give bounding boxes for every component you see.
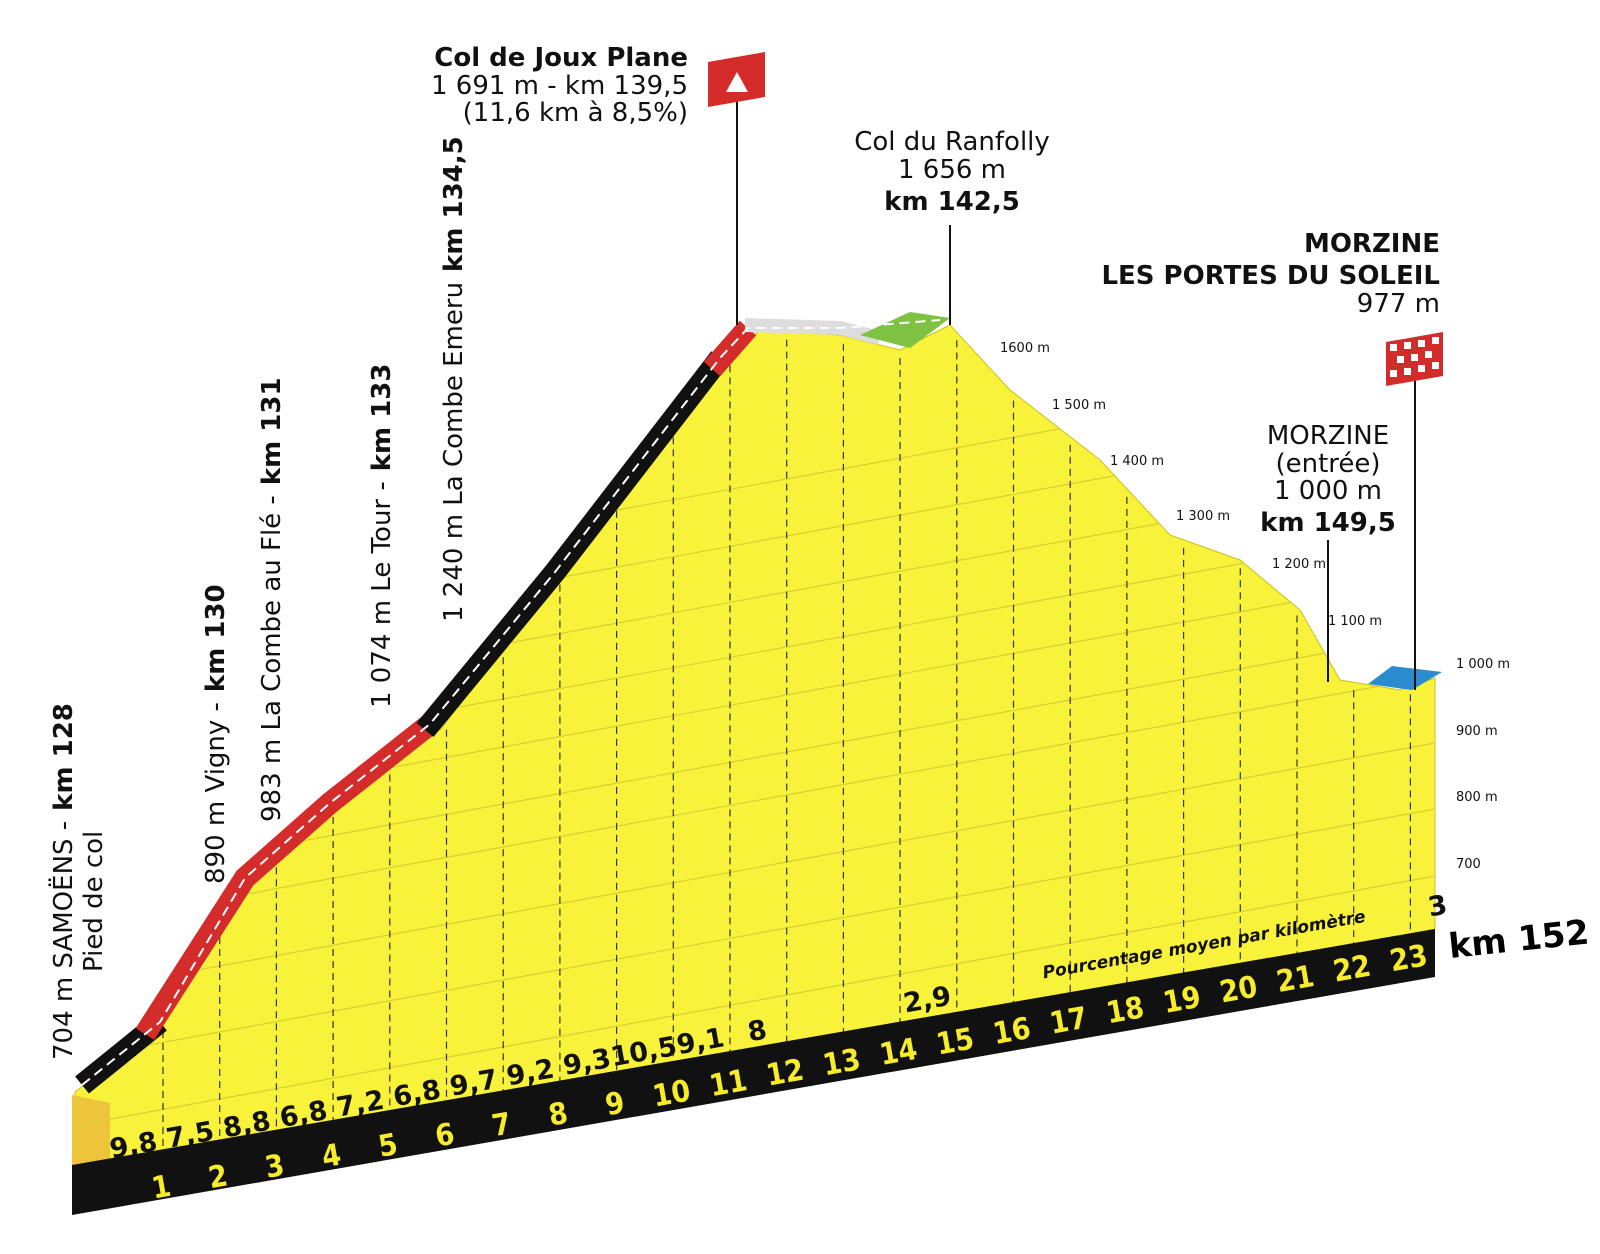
waypoint-km: km 133 xyxy=(367,364,397,472)
gradient-label: 8 xyxy=(745,1014,769,1048)
ranfolly-km: km 142,5 xyxy=(884,187,1020,217)
km-marker: 16 xyxy=(990,1011,1033,1052)
altitude-label: 1 000 m xyxy=(1456,657,1510,672)
waypoint-label: 890 m Vigny - km 130 xyxy=(201,584,231,884)
km-marker: 23 xyxy=(1387,938,1430,979)
waypoint-label: 983 m La Combe au Flé - km 131 xyxy=(257,377,287,822)
km-marker: 15 xyxy=(934,1021,977,1062)
waypoint-name: 890 m Vigny - xyxy=(201,702,231,884)
altitude-label: 1 100 m xyxy=(1328,614,1382,629)
finish-flag xyxy=(1386,332,1443,386)
waypoint-name: 1 074 m Le Tour - xyxy=(367,481,397,708)
waypoint-km: km 130 xyxy=(201,584,231,692)
km-marker: 14 xyxy=(877,1032,920,1073)
road-green xyxy=(860,312,950,348)
km-marker: 12 xyxy=(764,1053,807,1094)
waypoint-km: km 134,5 xyxy=(439,136,469,272)
entry-name: MORZINE xyxy=(1267,421,1389,451)
waypoint-name: 704 m SAMOËNS - xyxy=(47,821,79,1060)
altitude-label: 1 200 m xyxy=(1272,557,1326,572)
ranfolly-name: Col du Ranfolly xyxy=(854,127,1050,157)
entry-altitude: 1 000 m xyxy=(1274,476,1382,506)
km-marker: 21 xyxy=(1274,959,1317,1000)
altitude-grid-line xyxy=(75,742,1435,994)
waypoint-label: 1 074 m Le Tour - km 133 xyxy=(367,364,397,708)
km-marker: 17 xyxy=(1047,1001,1090,1042)
gradient-label: 3 xyxy=(1426,890,1450,924)
base-band xyxy=(72,929,1435,1215)
road-red xyxy=(703,320,757,377)
entry-km: km 149,5 xyxy=(1260,508,1396,538)
km-marker: 22 xyxy=(1331,949,1374,990)
km-marker: 18 xyxy=(1104,990,1147,1031)
km-marker: 13 xyxy=(820,1042,863,1083)
road-blue xyxy=(1368,666,1442,690)
km-marker: 20 xyxy=(1217,969,1260,1010)
mountain-icon xyxy=(726,72,748,92)
summit-detail: 1 691 m - km 139,5 xyxy=(431,71,688,101)
summit-climb: (11,6 km à 8,5%) xyxy=(463,98,688,128)
km-marker: 11 xyxy=(707,1063,750,1104)
altitude-label: 1 400 m xyxy=(1110,454,1164,469)
waypoint-km: km 131 xyxy=(257,377,287,485)
waypoint-name: 983 m La Combe au Flé - xyxy=(257,495,287,822)
altitude-grid-line xyxy=(75,808,1435,1060)
altitude-label: 800 m xyxy=(1456,790,1498,805)
final-km: km 152 xyxy=(1447,912,1591,967)
altitude-label: 900 m xyxy=(1456,724,1498,739)
finish-line2: LES PORTES DU SOLEIL xyxy=(1101,261,1440,291)
waypoint-km: km 128 xyxy=(49,703,79,811)
profile-side xyxy=(72,1095,110,1178)
waypoint-note: Pied de col xyxy=(79,831,109,972)
finish-altitude: 977 m xyxy=(1357,289,1440,319)
altitude-grid-line xyxy=(75,875,1435,1127)
km-marker: 10 xyxy=(650,1074,693,1115)
entry-note: (entrée) xyxy=(1275,449,1380,479)
altitude-label: 1 300 m xyxy=(1176,509,1230,524)
ranfolly-altitude: 1 656 m xyxy=(898,155,1006,185)
altitude-label: 700 xyxy=(1456,857,1481,872)
altitude-label: 1 500 m xyxy=(1052,398,1106,413)
waypoint-label: 704 m SAMOËNS - km 128 xyxy=(47,703,79,1060)
altitude-label: 1600 m xyxy=(1000,341,1050,356)
km-marker: 19 xyxy=(1160,980,1203,1021)
altitude-grid-line xyxy=(75,675,1435,927)
waypoint-name: 1 240 m La Combe Emeru xyxy=(439,282,469,622)
finish-line1: MORZINE xyxy=(1304,229,1440,259)
waypoint-label: 1 240 m La Combe Emeru km 134,5 xyxy=(439,136,469,622)
road-center-dash xyxy=(81,319,941,1086)
summit-name: Col de Joux Plane xyxy=(434,43,688,73)
